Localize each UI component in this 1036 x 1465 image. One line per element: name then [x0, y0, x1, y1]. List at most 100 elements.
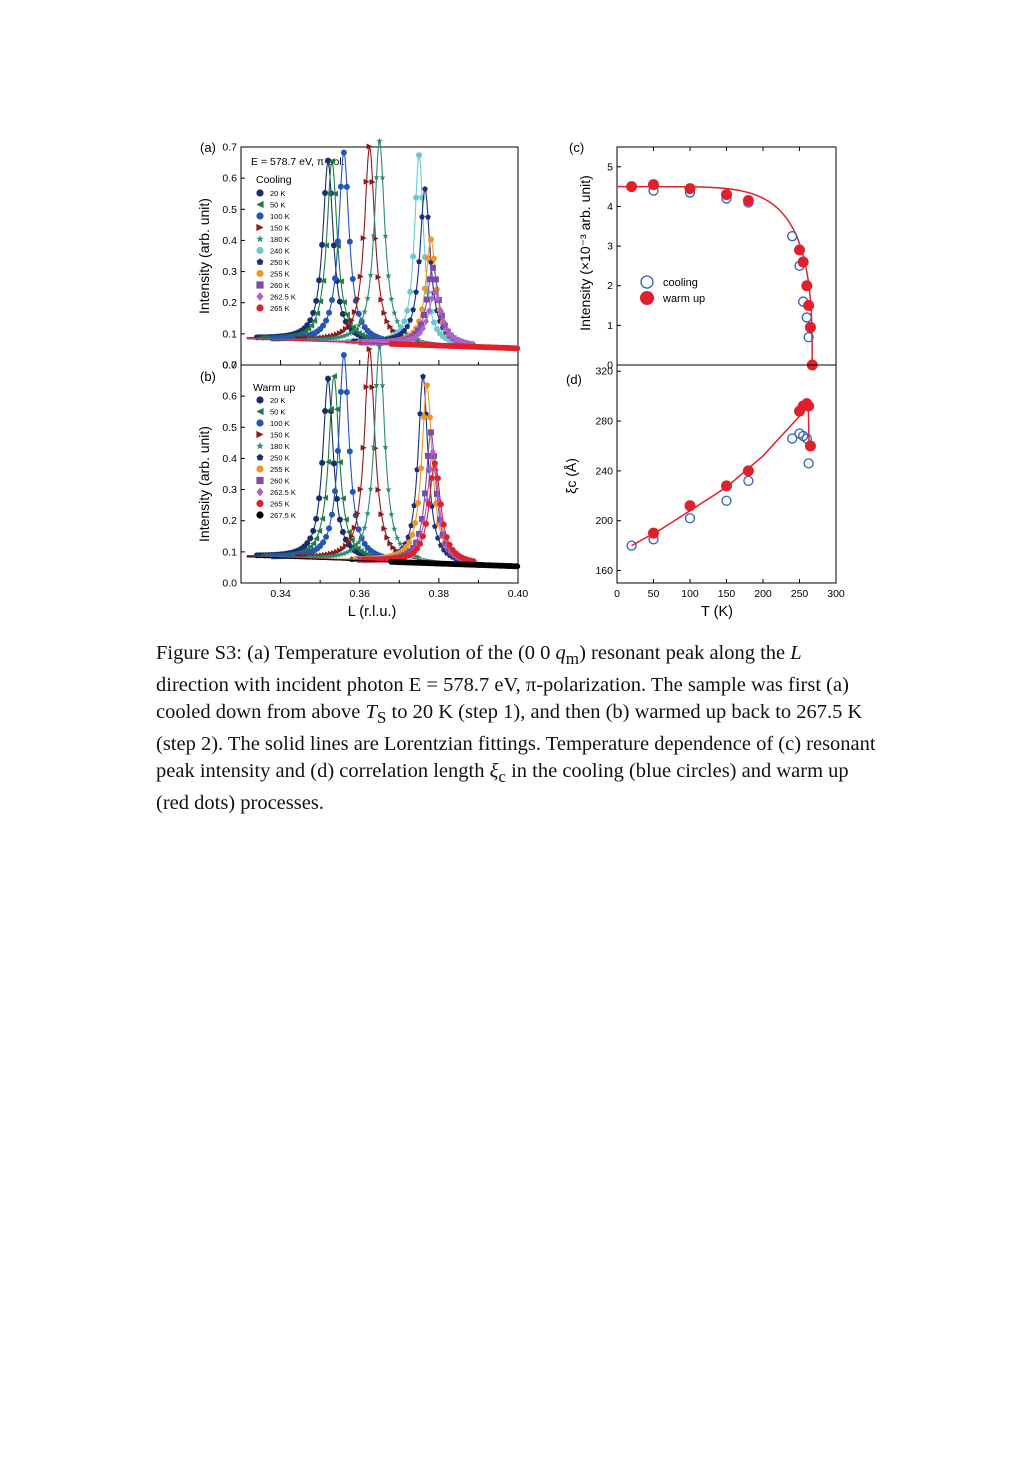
legend-marker [256, 223, 264, 232]
y-tick-label: 0.0 [222, 360, 237, 372]
data-point [366, 345, 373, 352]
data-point [310, 540, 317, 547]
legend-label: 20 K [270, 189, 285, 198]
data-point [388, 510, 395, 517]
data-point [382, 232, 389, 239]
legend-label: 265 K [270, 500, 290, 509]
data-point-warm-up [801, 280, 813, 292]
data-point [422, 285, 429, 292]
data-point [343, 331, 350, 338]
data-point-cooling [803, 332, 814, 343]
y-tick-label: 200 [595, 515, 613, 527]
data-point [361, 308, 368, 315]
legend-marker [640, 291, 654, 305]
data-point [310, 527, 317, 534]
y-tick-label: 0.5 [222, 204, 237, 216]
data-point [424, 255, 431, 262]
data-point [351, 524, 358, 531]
data-point [425, 501, 432, 508]
data-point [337, 388, 344, 395]
data-point [330, 242, 337, 249]
legend-marker [256, 442, 264, 450]
data-point [378, 296, 385, 303]
legend-label: 260 K [270, 477, 290, 486]
legend-label: cooling [663, 277, 698, 289]
data-point [352, 325, 359, 332]
data-point [417, 329, 424, 337]
panel-b-plot [246, 343, 521, 570]
x-tick-label: 150 [718, 588, 736, 600]
data-point [334, 447, 341, 454]
data-point [416, 530, 423, 537]
data-point [317, 553, 324, 560]
legend-marker [640, 275, 654, 289]
legend-label: 50 K [270, 408, 285, 417]
data-point [394, 534, 401, 541]
legend-marker [256, 476, 264, 485]
data-point [424, 452, 431, 459]
panel-a-legend-title: Cooling [256, 174, 292, 186]
data-point [322, 190, 329, 197]
data-point [409, 531, 416, 538]
data-point [423, 296, 430, 303]
data-point [381, 338, 388, 346]
caption-L: L [790, 642, 802, 664]
panel-d-yticks: 160 200 240 280 320 [595, 366, 621, 577]
data-point [379, 174, 386, 181]
data-point [440, 318, 447, 326]
data-point [336, 459, 343, 466]
data-point [412, 331, 419, 338]
data-point [387, 323, 394, 330]
data-point [411, 333, 418, 342]
data-point [385, 272, 392, 279]
data-point-warm-up [648, 527, 659, 539]
data-point [413, 539, 420, 546]
data-point [414, 332, 421, 340]
data-point [316, 527, 323, 534]
data-point-warm-up [742, 465, 754, 477]
data-point [416, 152, 423, 159]
data-point [403, 547, 410, 554]
data-point-cooling [743, 475, 754, 487]
data-point-warm-up [648, 179, 659, 191]
caption-part-5: in the cooling (blue circles) and warm u… [156, 760, 849, 815]
data-point [416, 258, 422, 265]
data-point [319, 553, 327, 560]
data-point [325, 375, 332, 382]
data-point-warm-up [626, 181, 638, 193]
data-point [385, 486, 392, 493]
data-point [408, 335, 415, 343]
data-point [425, 307, 432, 315]
data-point-warm-up [797, 256, 809, 268]
data-point-warm-up [804, 321, 816, 333]
y-tick-label: 0.0 [222, 578, 237, 590]
data-point [314, 310, 321, 317]
data-point [310, 309, 317, 316]
data-point [337, 333, 345, 340]
data-point [378, 511, 385, 518]
data-point [404, 323, 411, 330]
panel-c-legend: cooling warm up [640, 275, 705, 305]
data-point [419, 516, 426, 523]
legend-marker [256, 189, 264, 197]
y-tick-label: 0.1 [222, 328, 237, 340]
data-point [401, 327, 408, 334]
data-point [339, 528, 346, 535]
y-tick-label: 0.1 [222, 546, 237, 558]
y-tick-label: 0.4 [222, 235, 237, 247]
data-point [334, 551, 342, 558]
data-point [418, 465, 425, 472]
data-point-warm-up [803, 300, 815, 312]
data-point [352, 543, 359, 549]
legend-marker [256, 212, 264, 220]
legend-label: 100 K [270, 212, 290, 221]
data-point [433, 490, 440, 497]
data-point [417, 540, 424, 547]
data-point [407, 288, 414, 295]
legend-marker [256, 235, 264, 243]
data-point [337, 183, 344, 190]
data-point [357, 486, 364, 493]
data-point [422, 520, 429, 527]
data-point [311, 335, 318, 342]
caption-qm: q [555, 642, 566, 664]
